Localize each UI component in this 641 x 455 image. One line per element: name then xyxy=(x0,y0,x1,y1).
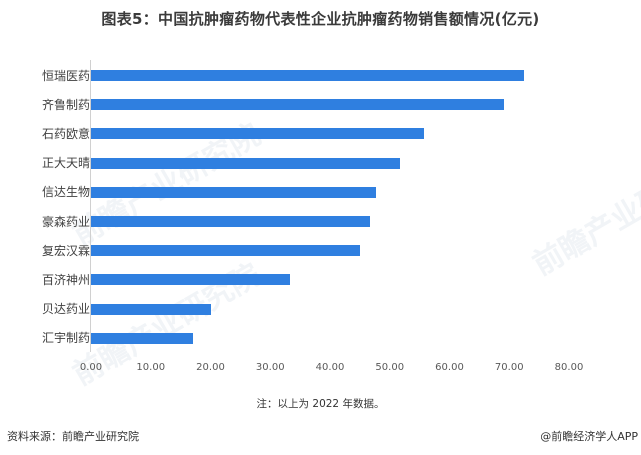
category-label: 石药欧意 xyxy=(41,126,90,141)
x-tick-label: 30.00 xyxy=(255,362,285,373)
x-tick-label: 0.00 xyxy=(79,362,103,373)
chart-note: 注：以上为 2022 年数据。 xyxy=(256,398,385,410)
bar xyxy=(91,216,371,227)
x-tick-label: 70.00 xyxy=(494,362,524,373)
category-label: 正大天晴 xyxy=(41,156,90,171)
bar xyxy=(91,157,400,169)
x-tick-label: 60.00 xyxy=(435,362,464,373)
x-tick-label: 40.00 xyxy=(315,362,345,373)
bar xyxy=(91,303,212,315)
bar xyxy=(91,99,504,111)
bar xyxy=(91,128,424,140)
x-tick-label: 10.00 xyxy=(136,362,166,373)
category-label: 齐鲁制药 xyxy=(41,97,90,112)
y-axis-line xyxy=(90,60,91,352)
chart-title: 图表5：中国抗肿瘤药物代表性企业抗肿瘤药物销售额情况(亿元) xyxy=(101,10,540,28)
x-tick-label: 80.00 xyxy=(554,362,584,373)
category-label: 贝达药业 xyxy=(41,302,90,317)
bar xyxy=(91,70,525,81)
source-label: 资料来源：前瞻产业研究院 xyxy=(7,430,139,443)
category-label: 信达生物 xyxy=(41,185,90,200)
bar xyxy=(91,245,360,257)
category-label: 豪森药业 xyxy=(41,214,90,229)
bar xyxy=(91,274,290,286)
x-tick-label: 20.00 xyxy=(196,362,225,373)
category-label: 复宏汉霖 xyxy=(41,243,90,258)
watermark: 前瞻产业研究院 xyxy=(527,147,641,283)
bar xyxy=(91,186,376,198)
category-label: 百济神州 xyxy=(41,272,90,287)
bar xyxy=(91,332,194,344)
x-tick-label: 50.00 xyxy=(375,362,405,373)
category-label: 恒瑞医药 xyxy=(41,68,90,83)
credit-label: @前瞻经济学人APP xyxy=(540,430,638,443)
category-label: 汇宇制药 xyxy=(41,331,90,346)
